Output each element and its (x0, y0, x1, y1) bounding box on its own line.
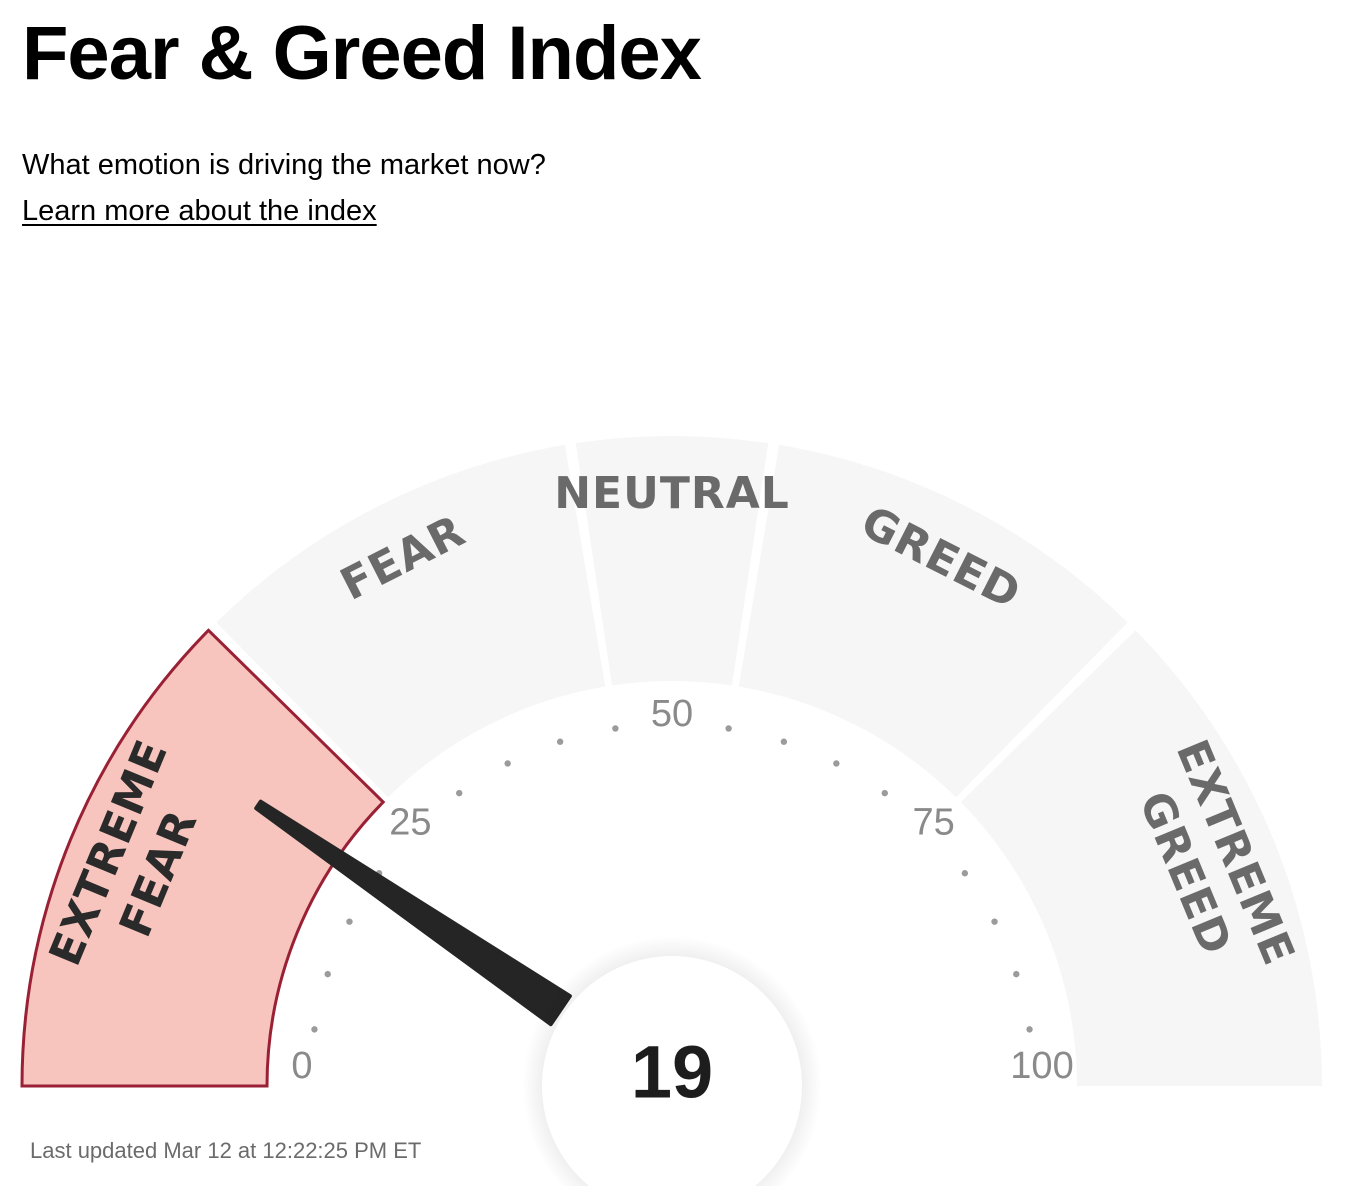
page-title: Fear & Greed Index (22, 11, 702, 96)
gauge-dot (456, 789, 463, 797)
gauge-dot (780, 738, 788, 745)
gauge-tick-labels: 0 25 50 75 100 (291, 693, 1073, 1087)
gauge-dot (961, 870, 969, 877)
segment-extreme-fear (20, 628, 386, 1088)
hub-circle (542, 956, 802, 1186)
segment-neutral (575, 435, 769, 686)
gauge-dot (1026, 1026, 1033, 1033)
last-updated-text: Last updated Mar 12 at 12:22:25 PM ET (30, 1138, 422, 1163)
gauge-dot (1013, 970, 1020, 978)
segment-label-neutral: NEUTRAL (554, 468, 790, 519)
gauge-dot (504, 760, 511, 767)
gauge-dot (881, 789, 888, 797)
tick-label-50: 50 (651, 693, 693, 735)
score-value: 19 (631, 1031, 713, 1114)
gauge-dot (725, 725, 732, 732)
gauge-dot (324, 970, 331, 978)
gauge-dot (311, 1026, 318, 1033)
gauge-dot (612, 725, 619, 732)
gauge-dot (833, 760, 840, 767)
page-subtitle: What emotion is driving the market now? (22, 149, 546, 181)
tick-label-25: 25 (389, 801, 431, 843)
gauge-dot (991, 918, 998, 925)
gauge-hub: 19 (522, 936, 822, 1186)
gauge-dot (556, 738, 564, 745)
tick-label-75: 75 (912, 801, 954, 843)
segment-extreme-greed (960, 630, 1322, 1086)
tick-label-100: 100 (1010, 1045, 1073, 1087)
tick-label-0: 0 (291, 1045, 312, 1087)
segment-fear (216, 444, 606, 798)
segment-greed (738, 444, 1128, 798)
gauge-segments (20, 435, 1322, 1088)
gauge-dot (346, 918, 353, 925)
learn-more-link[interactable]: Learn more about the index (22, 195, 377, 227)
